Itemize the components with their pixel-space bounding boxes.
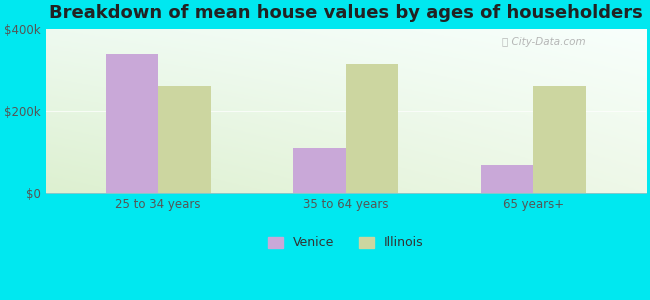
Bar (533, 86, 586, 193)
Text: Ⓢ City-Data.com: Ⓢ City-Data.com (502, 38, 586, 47)
Bar (481, 165, 533, 193)
Bar (346, 64, 398, 193)
Bar (158, 86, 211, 193)
Bar (106, 54, 158, 193)
Bar (293, 148, 346, 193)
Title: Breakdown of mean house values by ages of householders: Breakdown of mean house values by ages o… (49, 4, 643, 22)
Legend: Venice, Illinois: Venice, Illinois (268, 236, 424, 249)
